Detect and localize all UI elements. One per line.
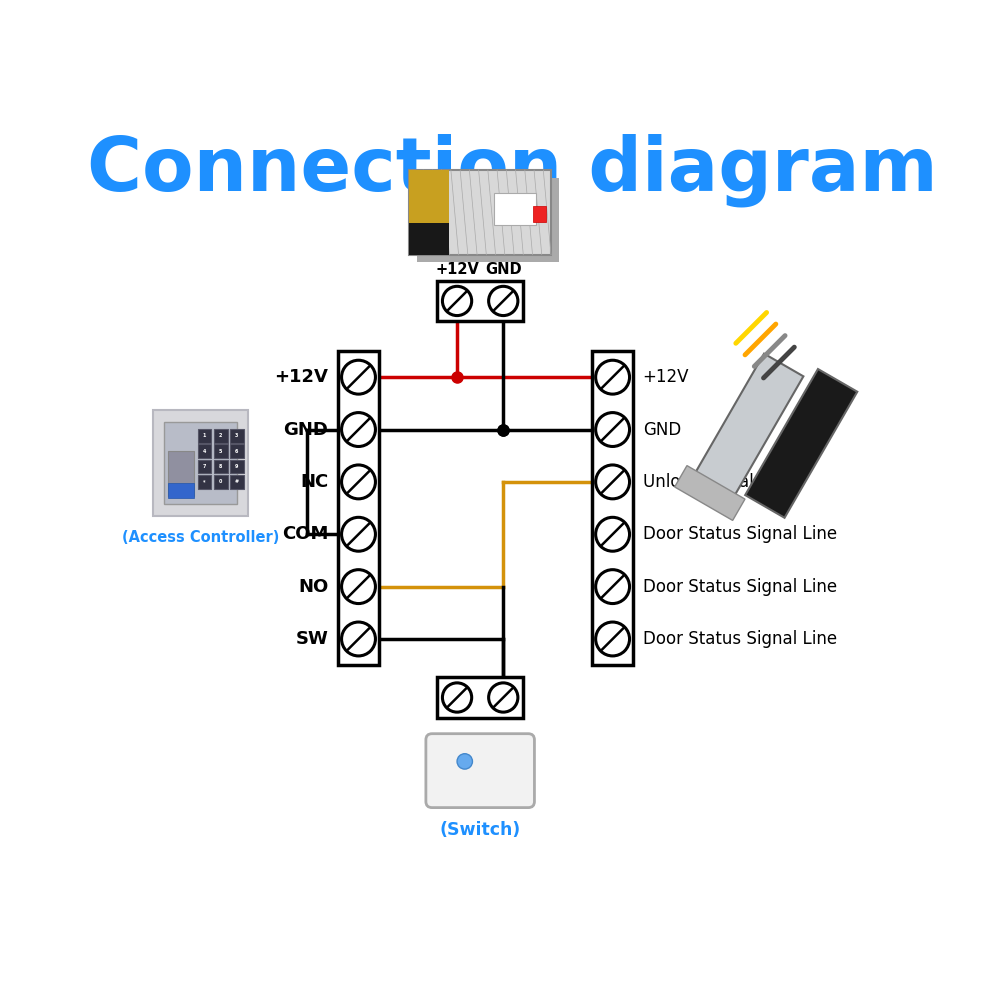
Text: 1: 1: [203, 433, 206, 438]
FancyBboxPatch shape: [168, 451, 194, 496]
FancyBboxPatch shape: [426, 734, 534, 808]
Text: *: *: [203, 479, 206, 484]
FancyBboxPatch shape: [230, 429, 244, 443]
Text: SW: SW: [296, 630, 328, 648]
Circle shape: [342, 570, 375, 604]
Circle shape: [457, 754, 472, 769]
FancyBboxPatch shape: [675, 466, 745, 520]
Circle shape: [342, 413, 375, 446]
Circle shape: [596, 413, 630, 446]
Text: +12V: +12V: [275, 368, 328, 386]
Circle shape: [596, 622, 630, 656]
Text: 9: 9: [235, 464, 239, 469]
FancyBboxPatch shape: [214, 444, 228, 458]
Text: Door Status Signal Line: Door Status Signal Line: [643, 578, 837, 596]
FancyBboxPatch shape: [214, 475, 228, 489]
FancyBboxPatch shape: [168, 483, 194, 498]
Text: 7: 7: [203, 464, 206, 469]
Text: #: #: [235, 479, 239, 484]
Circle shape: [489, 683, 518, 712]
Text: 2: 2: [219, 433, 222, 438]
Circle shape: [596, 570, 630, 604]
Bar: [437, 677, 523, 718]
Text: 6: 6: [235, 449, 239, 454]
FancyBboxPatch shape: [198, 460, 211, 473]
FancyBboxPatch shape: [153, 410, 248, 516]
FancyBboxPatch shape: [745, 369, 857, 518]
FancyBboxPatch shape: [164, 422, 237, 504]
Bar: [338, 351, 379, 665]
FancyBboxPatch shape: [533, 206, 546, 222]
Circle shape: [489, 286, 518, 316]
Text: 8: 8: [219, 464, 222, 469]
Text: GND: GND: [485, 262, 522, 277]
Text: NC: NC: [300, 473, 328, 491]
Text: 4: 4: [203, 449, 206, 454]
Bar: [437, 281, 523, 321]
Circle shape: [342, 465, 375, 499]
Circle shape: [596, 360, 630, 394]
Text: (Switch): (Switch): [440, 821, 521, 839]
FancyBboxPatch shape: [230, 475, 244, 489]
Text: (Power): (Power): [440, 236, 520, 254]
Bar: [592, 351, 633, 665]
Text: Door Status Signal Line: Door Status Signal Line: [643, 525, 837, 543]
Text: +12V: +12V: [643, 368, 689, 386]
FancyBboxPatch shape: [409, 170, 551, 255]
Text: COM: COM: [282, 525, 328, 543]
FancyBboxPatch shape: [230, 444, 244, 458]
Circle shape: [342, 360, 375, 394]
Circle shape: [596, 465, 630, 499]
FancyBboxPatch shape: [198, 475, 211, 489]
FancyBboxPatch shape: [214, 460, 228, 473]
Circle shape: [442, 683, 472, 712]
Text: (Access Controller): (Access Controller): [122, 530, 279, 545]
Text: 5: 5: [219, 449, 222, 454]
FancyBboxPatch shape: [494, 193, 536, 225]
Text: Door Status Signal Line: Door Status Signal Line: [643, 630, 837, 648]
FancyBboxPatch shape: [230, 460, 244, 473]
Circle shape: [342, 622, 375, 656]
Text: GND: GND: [643, 421, 681, 439]
FancyBboxPatch shape: [409, 170, 449, 255]
Text: NO: NO: [298, 578, 328, 596]
Text: 0: 0: [219, 479, 222, 484]
Text: +12V: +12V: [435, 262, 479, 277]
FancyBboxPatch shape: [198, 444, 211, 458]
FancyBboxPatch shape: [417, 178, 559, 262]
Circle shape: [442, 286, 472, 316]
Text: GND: GND: [284, 421, 328, 439]
Circle shape: [342, 517, 375, 551]
FancyBboxPatch shape: [409, 223, 449, 255]
Text: Unlock signal line: Unlock signal line: [643, 473, 789, 491]
Text: 3: 3: [235, 433, 239, 438]
Text: Connection diagram: Connection diagram: [87, 133, 938, 207]
FancyBboxPatch shape: [691, 354, 803, 502]
FancyBboxPatch shape: [214, 429, 228, 443]
Circle shape: [596, 517, 630, 551]
FancyBboxPatch shape: [198, 429, 211, 443]
